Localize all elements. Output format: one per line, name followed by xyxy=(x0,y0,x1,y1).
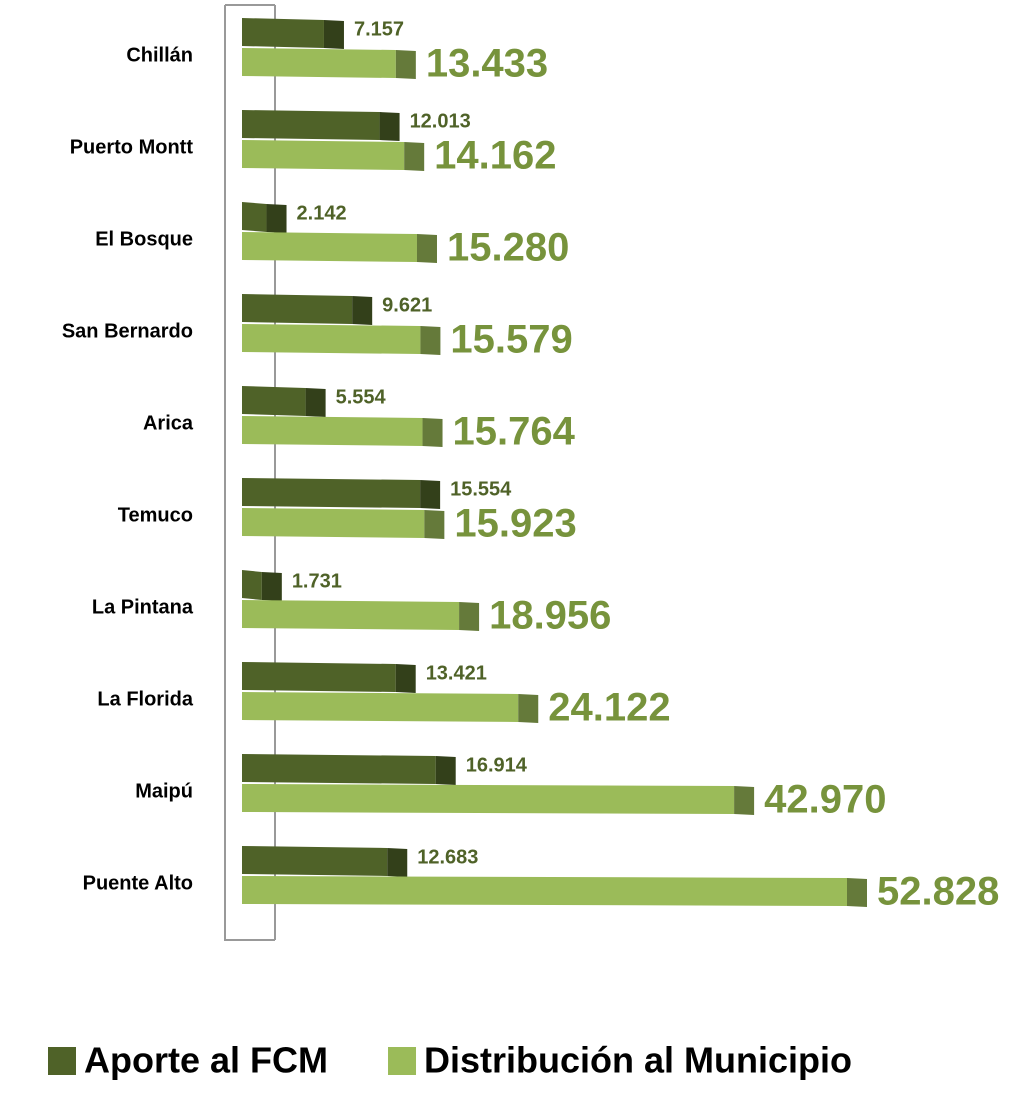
bar xyxy=(242,600,460,630)
bar-side xyxy=(518,694,539,723)
category-label: La Florida xyxy=(97,688,193,710)
bar xyxy=(242,876,847,906)
bar xyxy=(242,386,306,416)
bar xyxy=(242,232,417,262)
category-label: San Bernardo xyxy=(62,320,193,342)
bar xyxy=(242,754,436,784)
value-label: 12.013 xyxy=(410,110,471,132)
value-label: 14.162 xyxy=(434,134,556,178)
bar xyxy=(242,662,396,692)
bar-side xyxy=(352,296,373,325)
value-label: 15.579 xyxy=(450,318,572,362)
bar-side xyxy=(459,602,480,631)
bar-side xyxy=(435,756,456,785)
bar xyxy=(242,784,735,814)
category-label: La Pintana xyxy=(92,596,194,618)
bar-side xyxy=(305,388,326,417)
bar xyxy=(242,202,267,232)
bar-side xyxy=(847,878,867,907)
legend-label: Distribución al Municipio xyxy=(424,1040,852,1081)
category-label: Arica xyxy=(143,412,194,434)
bar xyxy=(242,324,421,354)
value-label: 12.683 xyxy=(417,846,478,868)
bar xyxy=(242,478,421,508)
category-label: El Bosque xyxy=(95,228,193,250)
bar xyxy=(242,140,405,170)
bar xyxy=(242,416,423,446)
category-label: Puerto Montt xyxy=(70,136,194,158)
bar xyxy=(242,110,380,140)
bar xyxy=(242,846,388,876)
bar-side xyxy=(420,480,441,509)
value-label: 15.554 xyxy=(450,478,512,500)
bar-side xyxy=(416,234,437,263)
value-label: 15.923 xyxy=(454,502,576,546)
bar-side xyxy=(422,418,443,447)
legend-swatch xyxy=(388,1047,417,1075)
bar-side xyxy=(261,572,282,601)
bar-side xyxy=(395,50,416,79)
legend-label: Aporte al FCM xyxy=(84,1040,328,1081)
bar xyxy=(242,692,519,722)
bar-side xyxy=(424,510,445,539)
bar-side xyxy=(734,786,755,815)
value-label: 52.828 xyxy=(877,870,999,914)
bar xyxy=(242,48,396,78)
bar-side xyxy=(266,204,287,233)
bar-side xyxy=(395,664,416,693)
bar-side xyxy=(323,20,344,49)
category-label: Maipú xyxy=(135,780,193,802)
value-label: 1.731 xyxy=(292,570,342,592)
value-label: 7.157 xyxy=(354,18,404,40)
value-label: 2.142 xyxy=(297,202,347,224)
bar-side xyxy=(420,326,441,355)
value-label: 42.970 xyxy=(764,778,886,822)
legend-swatch xyxy=(48,1047,76,1075)
bar xyxy=(242,570,262,600)
value-label: 24.122 xyxy=(548,686,670,730)
value-label: 5.554 xyxy=(336,386,387,408)
value-label: 9.621 xyxy=(382,294,432,316)
category-label: Puente Alto xyxy=(83,872,193,894)
bar xyxy=(242,18,324,48)
value-label: 16.914 xyxy=(466,754,528,776)
bar-side xyxy=(379,112,400,141)
value-label: 15.764 xyxy=(453,410,576,454)
value-label: 18.956 xyxy=(489,594,611,638)
bar xyxy=(242,508,425,538)
bar xyxy=(242,294,353,324)
category-label: Temuco xyxy=(118,504,193,526)
value-label: 13.433 xyxy=(426,42,548,86)
bar-side xyxy=(404,142,425,171)
value-label: 15.280 xyxy=(447,226,569,270)
value-label: 13.421 xyxy=(426,662,487,684)
category-label: Chillán xyxy=(126,44,193,66)
bar-side xyxy=(387,848,408,877)
